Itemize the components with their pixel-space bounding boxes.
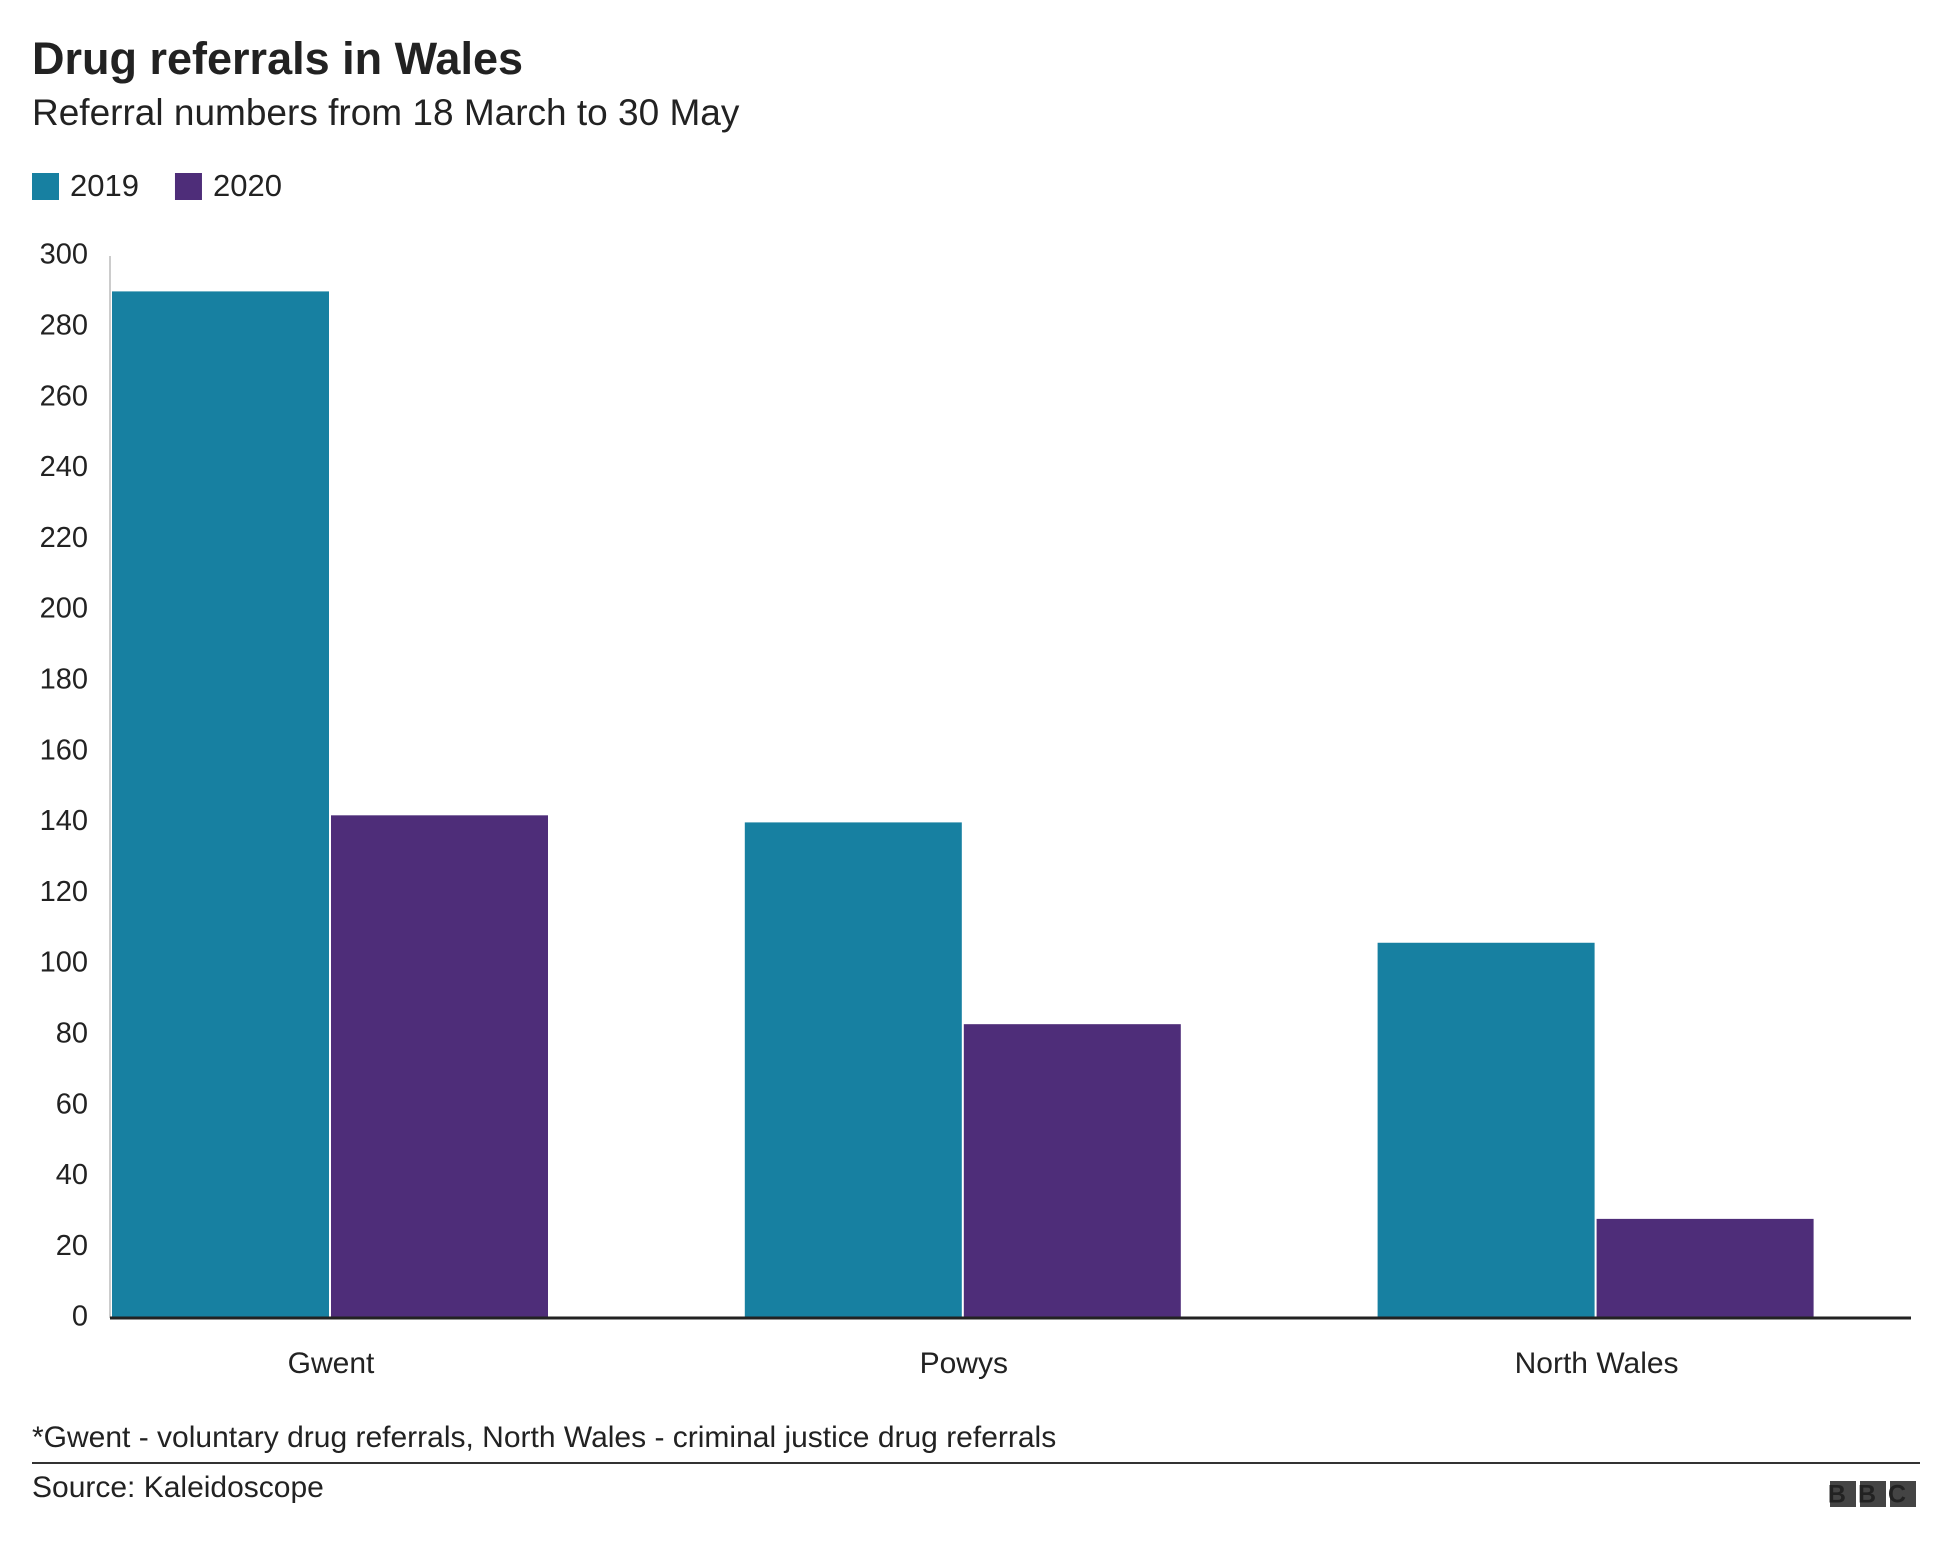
chart-title: Drug referrals in Wales [32, 33, 523, 84]
y-tick-label: 100 [40, 947, 88, 979]
y-tick-label: 60 [56, 1088, 88, 1120]
legend-label: 2020 [213, 168, 282, 203]
legend-swatch [32, 173, 59, 200]
y-tick-label: 140 [40, 805, 88, 837]
logo-text: BBC [1828, 1481, 1918, 1509]
bar [963, 1024, 1181, 1318]
y-tick-label: 260 [40, 380, 88, 412]
bar [744, 822, 962, 1318]
legend-swatch [174, 173, 202, 200]
y-tick-label: 120 [40, 876, 88, 908]
y-tick-label: 240 [40, 451, 88, 483]
source: Source: Kaleidoscope [32, 1471, 324, 1504]
bar [112, 291, 329, 1318]
x-tick-label: Gwent [288, 1347, 375, 1380]
y-tick-label: 40 [56, 1159, 88, 1191]
footnote: *Gwent - voluntary drug referrals, North… [32, 1421, 1056, 1454]
bar [1377, 942, 1595, 1318]
y-tick-label: 200 [40, 593, 88, 625]
legend-label: 2019 [70, 168, 139, 203]
y-tick-label: 160 [40, 734, 88, 766]
bar [1596, 1218, 1814, 1318]
chart-subtitle: Referral numbers from 18 March to 30 May [32, 92, 740, 133]
x-tick-label: Powys [920, 1347, 1008, 1380]
y-tick-label: 0 [72, 1301, 88, 1333]
bar [331, 815, 548, 1318]
y-tick-label: 20 [56, 1230, 88, 1262]
logo: BBC [1828, 1481, 1918, 1509]
y-tick-label: 180 [40, 663, 88, 695]
y-tick-label: 300 [40, 239, 88, 271]
y-tick-label: 280 [40, 309, 88, 341]
x-tick-label: North Wales [1515, 1347, 1679, 1380]
y-tick-label: 220 [40, 522, 88, 554]
y-tick-label: 80 [56, 1017, 88, 1049]
